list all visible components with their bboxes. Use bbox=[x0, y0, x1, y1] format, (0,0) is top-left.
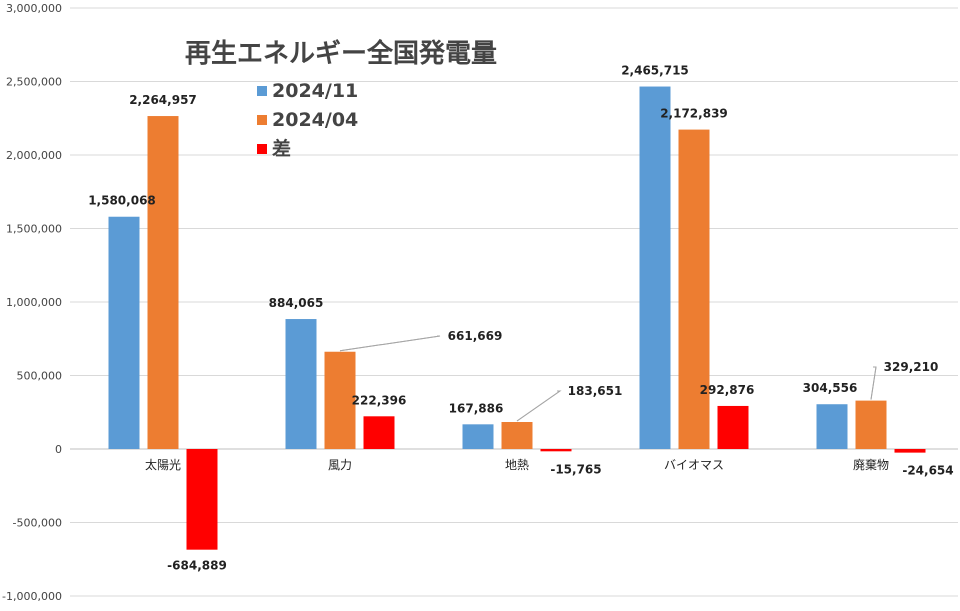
bar-series-0-category-1 bbox=[285, 319, 317, 449]
data-label-series-1-category-4: 329,210 bbox=[884, 360, 939, 374]
y-axis: 3,000,000 2,500,000 2,000,000 1,500,000 1,00… bbox=[2, 2, 62, 603]
x-axis-categories: 太陽光 風力 地熱 バイオマス 廃棄物 bbox=[145, 457, 889, 472]
data-label-series-1-category-3: 2,172,839 bbox=[660, 107, 728, 121]
data-label-series-0-category-1: 884,065 bbox=[269, 296, 324, 310]
bar-series-0-category-0 bbox=[108, 216, 140, 449]
bar-series-1-category-4 bbox=[855, 400, 887, 449]
leader-lines bbox=[339, 335, 877, 422]
data-label-series-0-category-3: 2,465,715 bbox=[621, 64, 689, 78]
y-tick-label: 1,000,000 bbox=[6, 296, 62, 309]
bar-series-0-category-2 bbox=[462, 424, 494, 449]
data-label-series-2-category-4: -24,654 bbox=[902, 464, 953, 478]
bar-series-1-category-0 bbox=[147, 116, 179, 449]
bar-series-0-category-4 bbox=[816, 404, 848, 449]
bar-series-1-category-2 bbox=[501, 422, 533, 449]
category-label: 太陽光 bbox=[145, 457, 181, 472]
data-label-series-1-category-1: 661,669 bbox=[448, 329, 503, 343]
gridlines bbox=[70, 7, 958, 597]
bar-series-1-category-1 bbox=[324, 351, 356, 449]
legend-swatch-1 bbox=[257, 115, 267, 125]
bar-series-2-category-1 bbox=[363, 416, 395, 449]
data-label-series-0-category-2: 167,886 bbox=[449, 401, 504, 415]
legend-swatch-2 bbox=[257, 144, 267, 154]
data-label-series-2-category-0: -684,889 bbox=[167, 559, 227, 573]
y-tick-label: 500,000 bbox=[17, 370, 63, 383]
chart-title: 再生エネルギー全国発電量 bbox=[185, 38, 497, 69]
bar-series-2-category-2 bbox=[540, 449, 572, 452]
data-label-series-0-category-4: 304,556 bbox=[803, 381, 858, 395]
category-label: バイオマス bbox=[664, 458, 724, 472]
y-tick-label: 2,500,000 bbox=[6, 76, 62, 89]
data-label-series-1-category-0: 2,264,957 bbox=[129, 93, 197, 107]
bars bbox=[108, 86, 926, 550]
data-label-series-1-category-2: 183,651 bbox=[568, 384, 623, 398]
data-label-series-2-category-2: -15,765 bbox=[550, 462, 601, 476]
legend-swatch-0 bbox=[257, 86, 267, 96]
y-tick-label: 1,500,000 bbox=[6, 223, 62, 236]
leader-line bbox=[870, 366, 877, 400]
y-tick-label: -1,000,000 bbox=[2, 590, 62, 603]
y-tick-label: 0 bbox=[55, 443, 62, 456]
data-label-series-2-category-1: 222,396 bbox=[352, 393, 407, 407]
y-tick-label: 3,000,000 bbox=[6, 2, 62, 15]
category-label: 地熱 bbox=[505, 458, 529, 472]
data-label-series-2-category-3: 292,876 bbox=[700, 383, 755, 397]
leader-line bbox=[339, 335, 441, 352]
category-label: 風力 bbox=[328, 458, 352, 472]
legend-label-0: 2024/11 bbox=[272, 80, 358, 102]
bar-series-2-category-0 bbox=[186, 449, 218, 550]
y-tick-label: -500,000 bbox=[13, 517, 62, 530]
y-tick-label: 2,000,000 bbox=[6, 149, 62, 162]
bar-series-0-category-3 bbox=[639, 86, 671, 450]
bar-series-2-category-4 bbox=[894, 449, 926, 453]
legend: 2024/11 2024/04 差 bbox=[257, 80, 358, 160]
data-label-series-0-category-0: 1,580,068 bbox=[88, 194, 156, 208]
category-label: 廃棄物 bbox=[853, 457, 889, 472]
legend-label-1: 2024/04 bbox=[272, 109, 358, 131]
leader-line bbox=[516, 390, 561, 422]
data-labels: 1,580,068 884,065 167,886 2,465,715 304,556 2… bbox=[88, 64, 953, 573]
legend-label-2: 差 bbox=[272, 137, 291, 160]
bar-series-1-category-3 bbox=[678, 129, 710, 450]
bar-series-2-category-3 bbox=[717, 405, 749, 449]
